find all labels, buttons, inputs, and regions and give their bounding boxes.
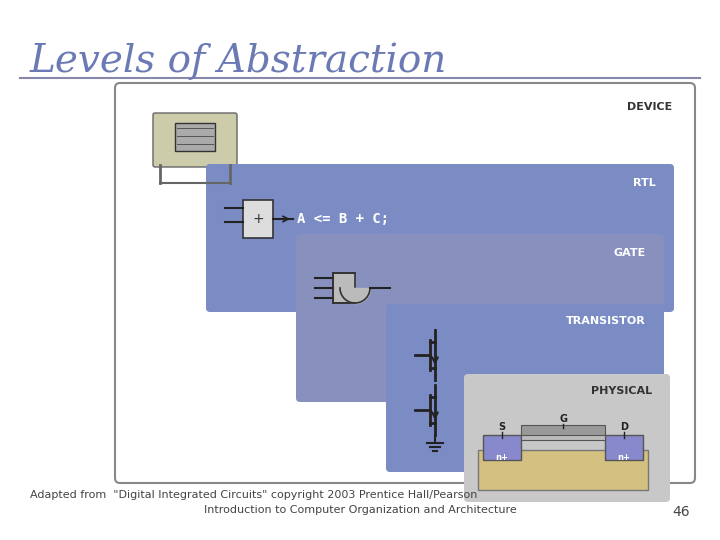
Bar <box>333 273 355 303</box>
Text: D: D <box>620 422 628 432</box>
Bar <box>175 123 215 151</box>
Text: PHYSICAL: PHYSICAL <box>591 386 652 396</box>
FancyBboxPatch shape <box>206 164 674 312</box>
Text: TRANSISTOR: TRANSISTOR <box>566 316 646 326</box>
Bar <box>521 425 605 435</box>
Text: S: S <box>498 422 505 432</box>
FancyBboxPatch shape <box>153 113 237 167</box>
Bar <box>478 450 648 490</box>
Text: A <= B + C;: A <= B + C; <box>297 212 389 226</box>
Text: n+: n+ <box>495 453 508 462</box>
Bar <box>243 200 273 238</box>
Bar <box>483 435 521 460</box>
Text: G: G <box>559 414 567 424</box>
Bar <box>521 432 605 440</box>
FancyBboxPatch shape <box>464 374 670 502</box>
FancyBboxPatch shape <box>296 234 664 402</box>
Text: DEVICE: DEVICE <box>626 102 672 112</box>
Text: Adapted from  "Digital Integrated Circuits" copyright 2003 Prentice Hall/Pearson: Adapted from "Digital Integrated Circuit… <box>30 490 477 500</box>
Text: +: + <box>252 212 264 226</box>
Text: RTL: RTL <box>634 178 656 188</box>
FancyBboxPatch shape <box>386 304 664 472</box>
Text: 46: 46 <box>672 505 690 519</box>
Bar <box>605 435 643 460</box>
Text: GATE: GATE <box>613 248 646 258</box>
Text: Introduction to Computer Organization and Architecture: Introduction to Computer Organization an… <box>204 505 516 515</box>
Text: n+: n+ <box>618 453 631 462</box>
FancyBboxPatch shape <box>115 83 695 483</box>
Text: Levels of Abstraction: Levels of Abstraction <box>30 42 447 79</box>
